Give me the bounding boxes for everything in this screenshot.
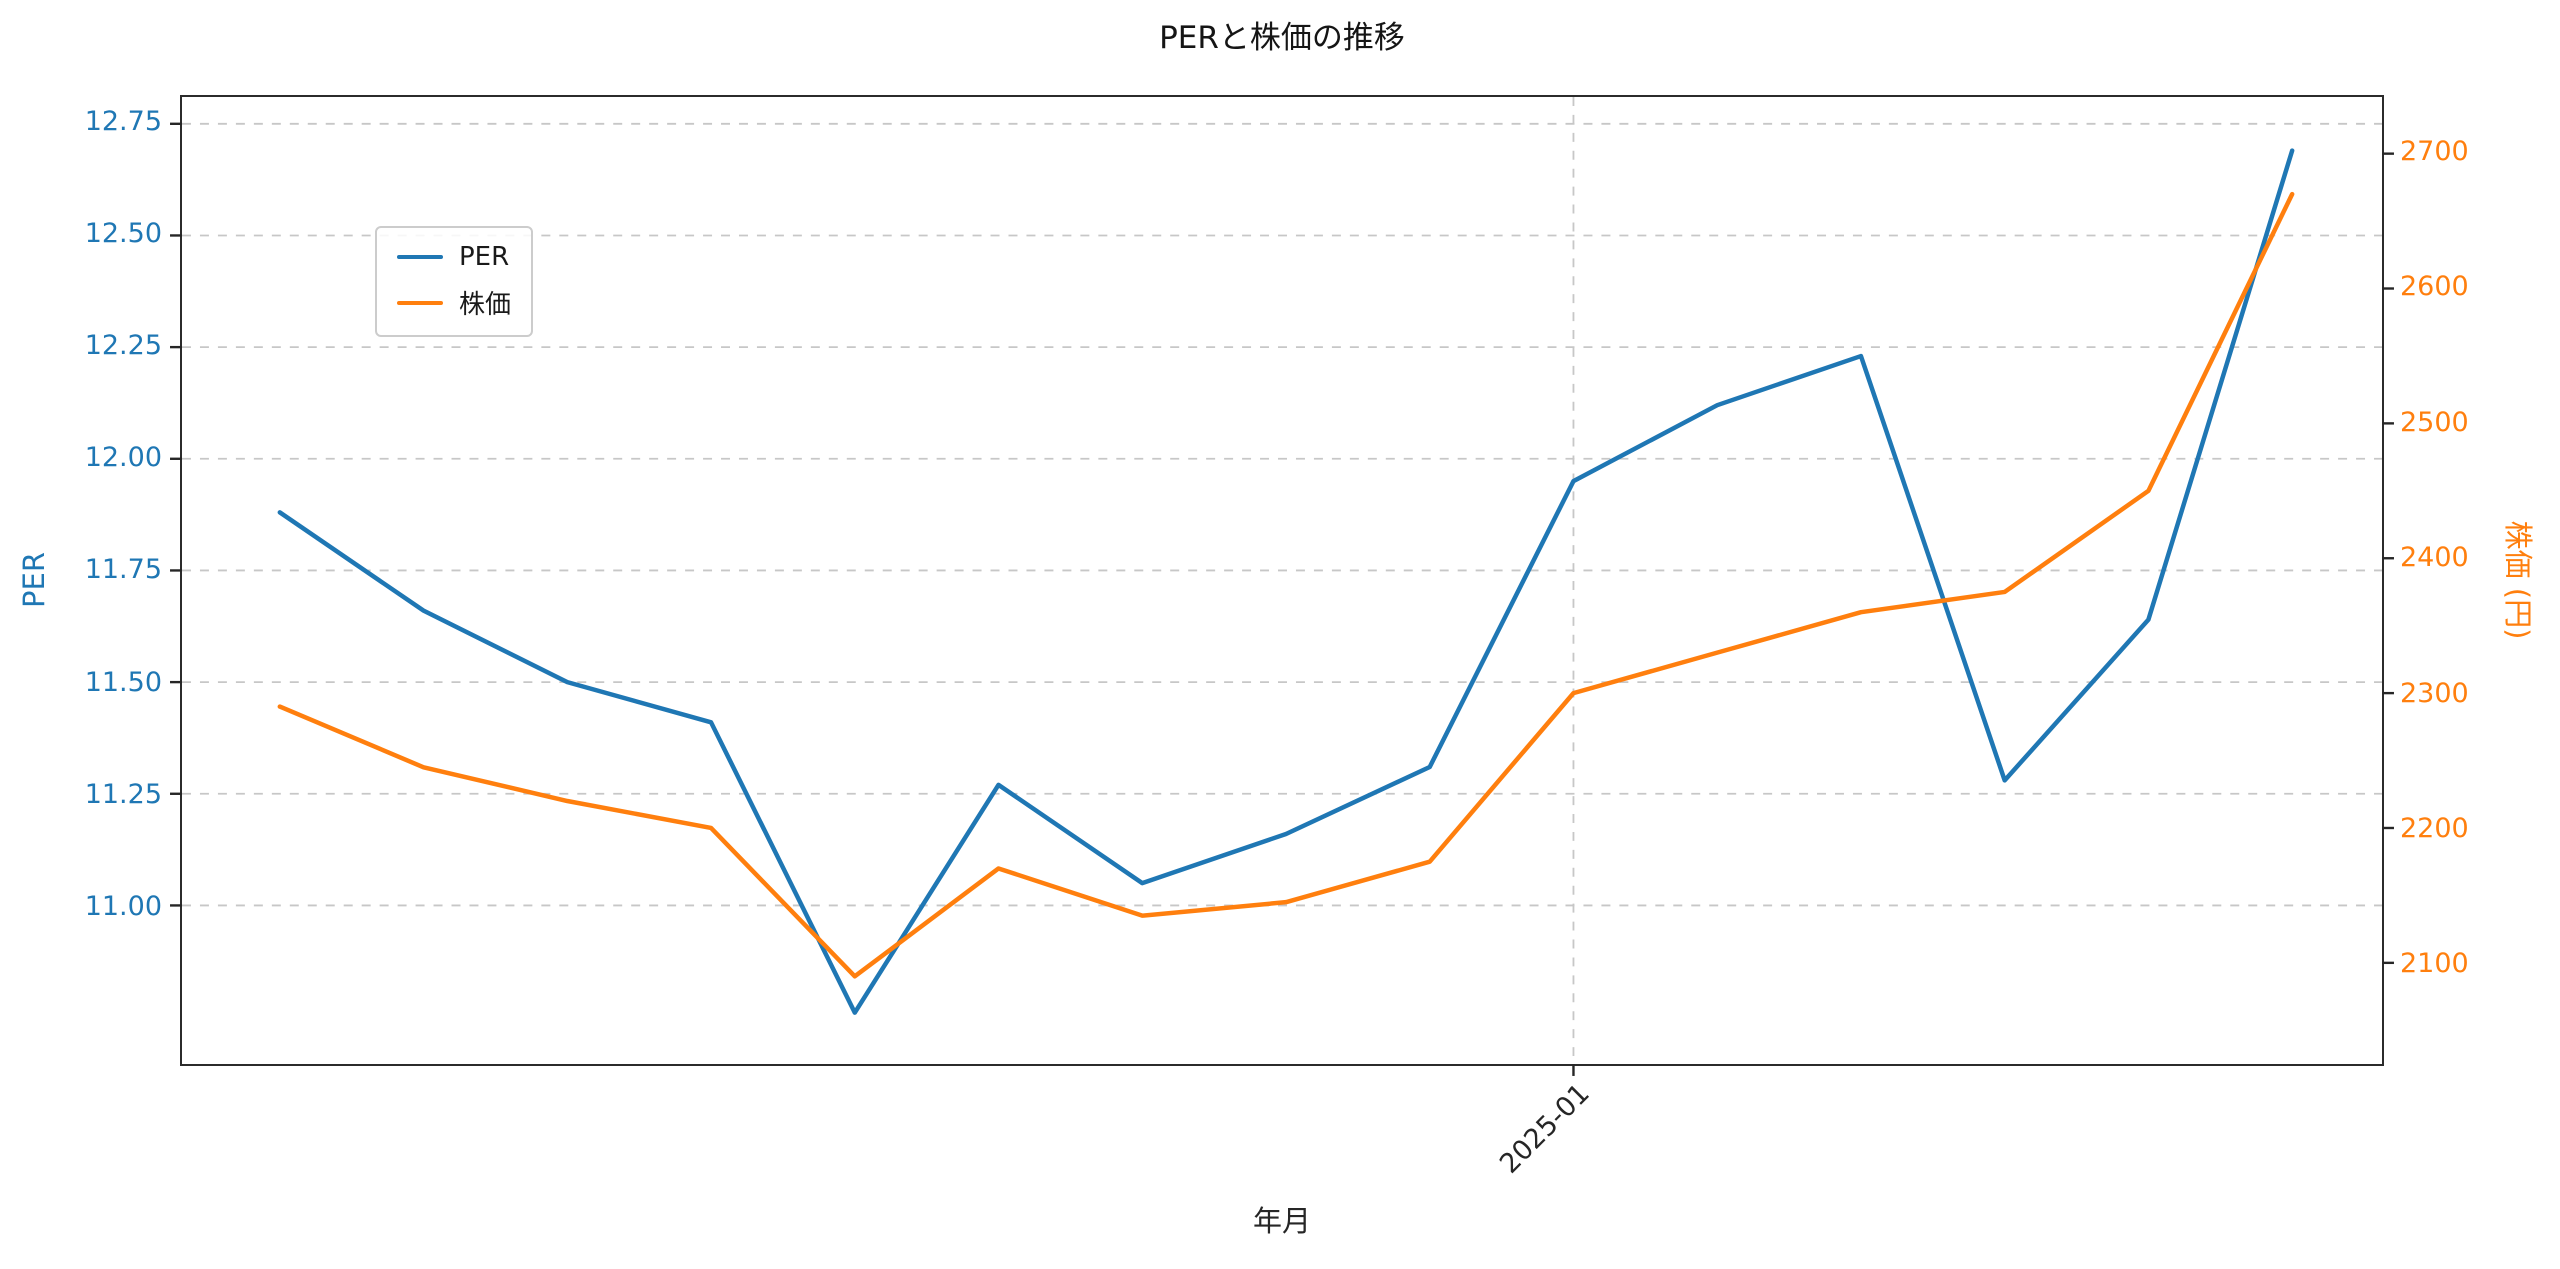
right-y-tick-label: 2700 [2400,135,2469,167]
left-y-tick-label: 12.25 [84,330,162,362]
left-y-tick-label: 12.50 [84,218,162,250]
legend-line-swatch [397,300,443,305]
legend-item-stock-price: 株価 [397,284,511,321]
legend-item-per: PER [397,242,511,272]
per-line [277,148,2295,1015]
legend-line-swatch [397,255,443,259]
chart-title: PERと株価の推移 [1159,20,1405,56]
left-y-tick-label: 11.75 [84,554,162,586]
stock-price-line [277,191,2295,979]
right-y-tick-label: 2300 [2400,677,2469,709]
legend: PER 株価 [375,226,534,337]
right-y-tick-label: 2500 [2400,406,2469,438]
plot-svg [170,97,2394,1076]
left-y-tick-label: 11.50 [84,666,162,698]
legend-label: PER [459,242,510,272]
left-y-tick-label: 12.75 [84,105,162,137]
left-y-tick-label: 11.25 [84,778,162,810]
left-y-tick-label: 12.00 [84,442,162,474]
legend-label: 株価 [459,290,512,320]
right-y-tick-label: 2600 [2400,271,2469,303]
right-y-tick-label: 2100 [2400,948,2469,980]
y-axis-label-right: 株価 (円) [2501,520,2535,640]
right-y-tick-label: 2400 [2400,542,2469,574]
x-axis-label: 年月 [1252,1204,1312,1238]
plot-area: PER 株価 [170,95,2394,1076]
x-tick-label: 2025-01 [1494,1078,1596,1180]
right-y-tick-label: 2200 [2400,813,2469,844]
left-y-tick-label: 11.00 [84,890,162,922]
